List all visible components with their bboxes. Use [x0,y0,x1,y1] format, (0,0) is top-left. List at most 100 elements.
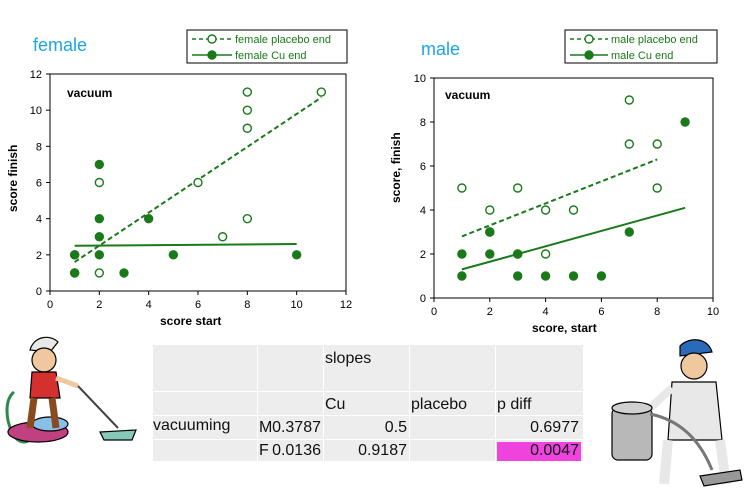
male-cu-point [680,117,690,127]
female-y-tick-label: 2 [36,250,42,262]
table-header-placebo: placebo [411,396,468,413]
male-legend: male placebo end male Cu end [564,29,718,64]
female-y-axis-label: score finish [6,145,20,212]
male-cu-point [485,227,495,237]
male-chart-title: male [421,39,461,59]
female-placebo-point [242,213,253,224]
male-y-tick-label: 0 [420,293,426,305]
female-y-tick-label: 8 [36,141,42,153]
male-placebo-point [540,205,551,215]
table-row-f-cu: 0.0136 [272,442,321,459]
female-cu-point [69,268,80,278]
female-placebo-point [193,177,203,188]
female-y-tick-label: 6 [36,178,42,190]
male-cu-point [624,227,634,237]
female-x-axis-label: score start [160,314,221,328]
table-row-m-placebo: 0.5 [384,419,407,436]
man-vacuuming-icon [611,339,743,487]
male-y-tick-label: 4 [420,205,426,217]
female-x-tick-label: 8 [244,299,250,311]
female-cu-point [94,213,105,224]
male-x-tick-label: 4 [543,306,549,318]
table-row-f-placebo: 0.9187 [358,442,407,459]
male-cu-point [568,271,579,281]
male-cu-point [457,249,467,259]
table-header-pdiff: p diff [497,396,532,413]
female-cu-point [119,268,129,278]
female-inner-label: vacuum [67,86,112,100]
female-legend-cu-marker [207,50,217,60]
female-placebo-point [316,87,327,97]
female-legend-placebo-label: female placebo end [235,34,331,46]
table-row-m-label: M [259,419,273,436]
slopes-table: slopes Cu placebo p diff vacuuming M 0.3… [153,345,583,461]
male-placebo-trend-line [461,158,658,238]
female-y-tick-label: 12 [30,69,42,81]
pdiff-highlight [497,442,581,461]
male-cu-point [485,249,495,259]
table-row-group: vacuuming [153,417,231,434]
female-chart: vacuum score start score finish 0 2 4 6 8 10 1… [6,69,352,328]
female-cu-point [168,250,179,260]
table-row-m-pdiff: 0.6977 [530,419,579,436]
male-x-tick-label: 8 [654,306,660,318]
female-chart-title: female [33,35,88,55]
male-placebo-point [568,205,579,215]
female-cu-trend-line [74,242,297,247]
female-x-tick-label: 6 [195,299,201,311]
female-cu-point [69,250,80,260]
male-y-tick-label: 8 [420,117,426,129]
female-x-tick-label: 4 [146,299,152,311]
male-placebo-point [624,95,634,105]
female-y-tick-label: 0 [36,286,42,298]
table-row-f-label: F [259,442,269,459]
female-legend: female placebo end female Cu end [186,29,348,64]
male-y-tick-label: 2 [420,249,426,261]
male-placebo-point [513,183,523,193]
male-placebo-point [624,139,634,149]
female-x-tick-label: 2 [96,299,102,311]
male-placebo-point [540,249,551,259]
male-x-tick-label: 10 [707,306,719,318]
male-y-axis-label: score, finish [389,132,403,203]
male-cu-point [513,271,523,281]
male-cu-point [513,249,523,259]
male-placebo-point [652,183,662,193]
male-legend-cu-label: male Cu end [611,50,673,62]
female-y-tick-label: 10 [30,105,42,117]
male-cu-point [596,271,607,281]
female-placebo-point [217,232,228,242]
female-y-tick-label: 4 [36,214,42,226]
male-x-tick-label: 2 [487,306,493,318]
male-placebo-point [485,205,495,215]
male-legend-cu-marker [584,50,594,60]
female-legend-placebo-marker [207,34,217,44]
female-cu-point [291,250,302,260]
female-placebo-point [242,123,253,133]
male-legend-placebo-label: male placebo end [611,34,698,46]
male-cu-point [457,271,467,281]
table-title: slopes [325,350,372,367]
female-cu-point [94,159,105,170]
male-y-tick-label: 10 [414,73,426,85]
female-placebo-point [242,105,253,115]
male-cu-point [540,271,551,281]
male-chart: vacuum score, start score, finish 0 2 4 6 8 1… [389,73,719,335]
woman-vacuuming-icon [5,336,137,444]
male-x-axis-label: score, start [532,321,597,335]
female-x-tick-label: 12 [340,299,352,311]
male-y-tick-label: 6 [420,161,426,173]
female-x-tick-label: 0 [47,299,53,311]
male-placebo-point [652,139,662,149]
male-placebo-point [457,183,467,193]
male-legend-placebo-marker [584,34,594,44]
table-row-f-pdiff: 0.0047 [530,442,579,459]
female-cu-point [143,213,154,224]
female-x-tick-label: 10 [291,299,303,311]
female-placebo-point [242,87,253,97]
male-inner-label: vacuum [445,88,490,102]
male-plot-frame [433,77,714,299]
table-header-cu: Cu [325,396,346,413]
table-row-m-cu: 0.3787 [272,419,321,436]
